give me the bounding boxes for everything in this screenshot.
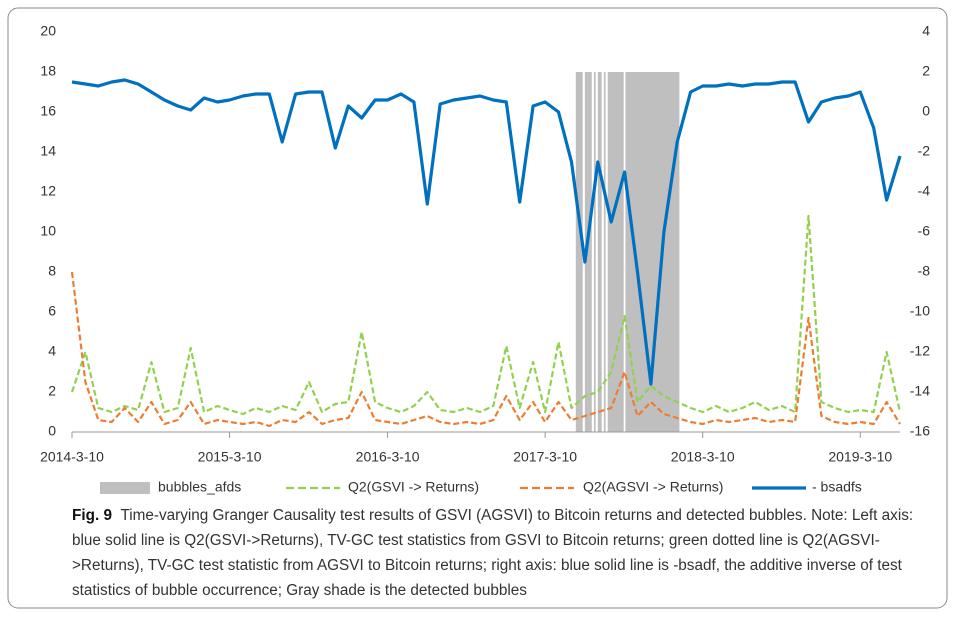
x-tick-label: 2017-3-10 [513,449,577,465]
y-tick-label: 16 [40,103,56,119]
y-tick-label: 10 [40,223,56,239]
y2-tick-label: 4 [922,23,930,39]
series-line [70,271,901,428]
y2-tick-label: -6 [918,223,931,239]
y-tick-label: 18 [40,63,56,79]
legend-label: Q2(GSVI -> Returns) [348,479,479,495]
x-tick-label: 2016-3-10 [356,449,420,465]
bubble-period [597,72,602,432]
frame [7,7,948,609]
legend-swatch [100,482,150,494]
y2-tick-label: -12 [910,343,930,359]
x-tick-label: 2015-3-10 [198,449,262,465]
bubble-period [593,72,596,432]
bubble-period [603,72,606,432]
y2-tick-label: -2 [918,143,931,159]
y-tick-label: 2 [48,383,56,399]
y2-tick-label: 0 [922,103,930,119]
legend-label: bubbles_afds [158,479,241,495]
y2-tick-label: -14 [910,383,930,399]
y2-tick-label: -8 [918,263,931,279]
x-tick-label: 2019-3-10 [828,449,892,465]
y-tick-label: 6 [48,303,56,319]
x-tick-label: 2014-3-10 [40,449,104,465]
y2-tick-label: -10 [910,303,930,319]
y-tick-label: 8 [48,263,56,279]
x-tick-label: 2018-3-10 [671,449,735,465]
y-tick-label: 0 [48,423,56,439]
caption-text: Time-varying Granger Causality test resu… [72,507,914,599]
legend-label: - bsadfs [812,479,862,495]
y-tick-label: 12 [40,183,56,199]
y-tick-label: 14 [40,143,56,159]
series-line [70,214,902,416]
bubble-period [584,72,592,432]
y2-tick-label: 2 [922,63,930,79]
legend-label: Q2(AGSVI -> Returns) [583,479,723,495]
series-line [71,78,902,386]
y-tick-label: 20 [40,23,56,39]
bubble-period [575,72,583,432]
y2-tick-label: -4 [918,183,931,199]
y2-tick-label: -16 [910,423,930,439]
caption-label: Fig. 9 [72,507,112,524]
y-tick-label: 4 [48,343,56,359]
caption: Fig. 9 Time-varying Granger Causality te… [72,503,940,603]
bubble-period [607,72,624,432]
